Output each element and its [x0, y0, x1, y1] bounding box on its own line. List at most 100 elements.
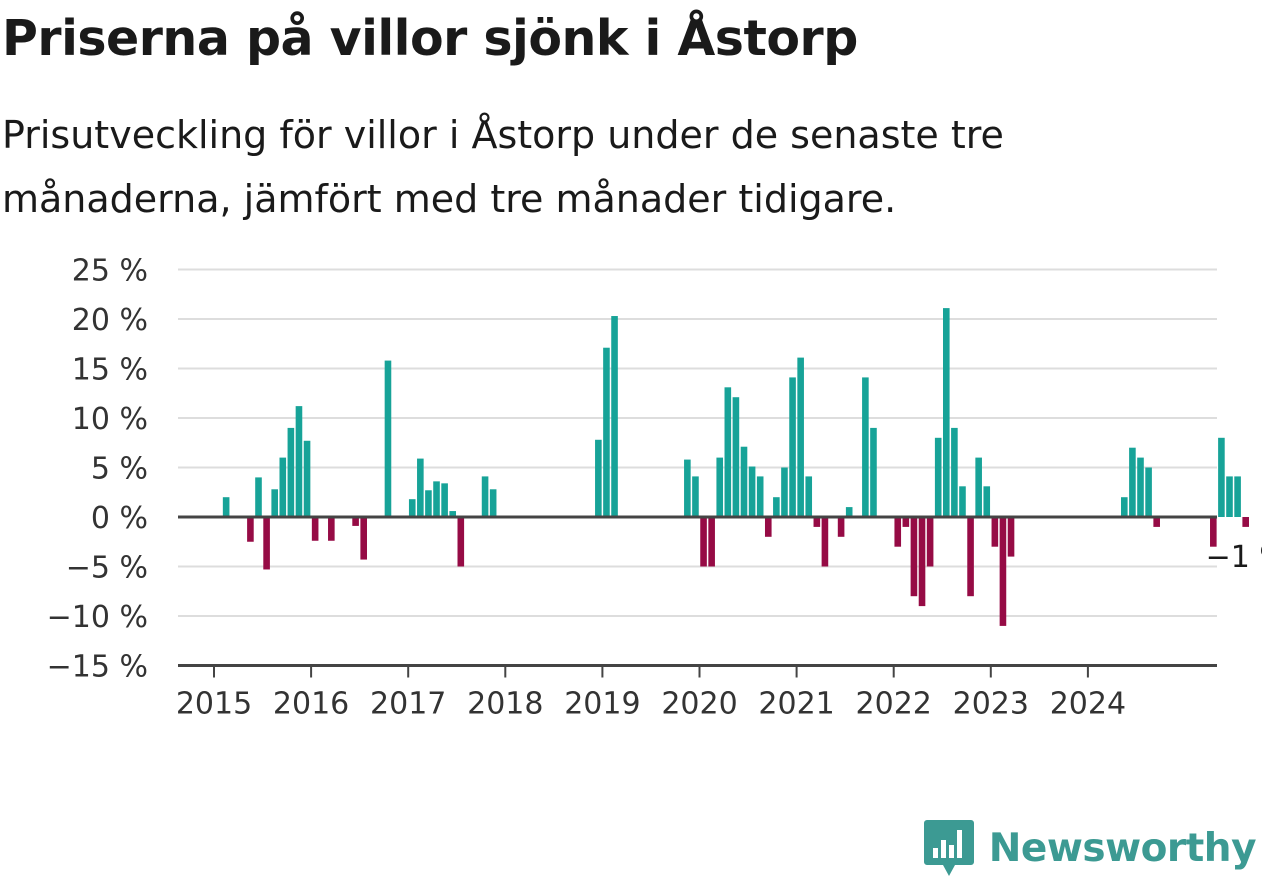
bar [870, 427, 877, 517]
bar [975, 457, 982, 517]
bar [295, 406, 303, 517]
y-tick-label: 20 % [72, 303, 148, 338]
y-tick-label: −10 % [47, 600, 148, 635]
chart-title: Priserna på villor sjönk i Åstorp [2, 10, 858, 67]
x-tick-label: 2019 [564, 687, 640, 722]
bar [271, 489, 278, 517]
bar [894, 517, 902, 547]
bar [611, 316, 618, 517]
bar [441, 483, 448, 517]
bar [797, 357, 804, 517]
bar [1121, 497, 1128, 517]
newsworthy-logo: Newsworthy [923, 818, 1257, 878]
bar [255, 477, 262, 517]
bar [991, 517, 999, 547]
bar [360, 517, 367, 560]
y-tick-label: 10 % [72, 402, 148, 437]
bar [999, 517, 1007, 626]
bar [983, 486, 991, 517]
x-tick-label: 2020 [661, 687, 737, 722]
bar [222, 497, 230, 517]
bar [805, 476, 813, 517]
y-tick-label: −15 % [47, 650, 148, 685]
bar [700, 517, 707, 567]
bar [287, 427, 295, 517]
newsworthy-logo-text: Newsworthy [988, 825, 1257, 871]
bar [813, 517, 821, 527]
bar [692, 476, 699, 517]
x-tick-label: 2024 [1050, 687, 1126, 722]
grid-lines [178, 268, 1217, 617]
bar [247, 517, 254, 542]
bar [303, 440, 311, 517]
x-axis-labels: 2015 2016 2017 2018 2019 2020 2021 2022 2023 2024 [176, 687, 1126, 722]
bar [943, 308, 950, 517]
bar [684, 459, 691, 517]
bar [951, 427, 958, 517]
y-tick-label: 0 % [91, 501, 148, 536]
bar-chart: 25 % 20 % 15 % 10 % 5 % 0 % −5 % −10 % −15 % 201… [47, 254, 1262, 722]
bar [417, 458, 424, 517]
y-tick-label: 15 % [72, 353, 148, 388]
bar [1137, 457, 1144, 517]
bar [1210, 517, 1217, 547]
x-tick-label: 2017 [370, 687, 446, 722]
bar [1242, 517, 1249, 527]
bar [845, 507, 853, 517]
bar [425, 490, 432, 517]
bar [408, 499, 416, 517]
bar [384, 360, 392, 517]
bar [967, 517, 974, 597]
bar [311, 517, 319, 541]
bars [222, 308, 1249, 626]
bar [918, 517, 926, 607]
last-value-annotation: −1 % [1206, 540, 1262, 575]
bar [716, 457, 724, 517]
bar [732, 397, 740, 517]
bar [708, 517, 715, 567]
bar [1145, 467, 1152, 517]
bar [279, 457, 287, 517]
bar [862, 377, 869, 517]
bar [328, 517, 335, 541]
bar [457, 517, 465, 567]
bar [489, 489, 497, 517]
bar [1218, 437, 1225, 517]
bar [748, 466, 756, 517]
bar [449, 511, 456, 517]
bar [595, 439, 602, 517]
bar [959, 486, 966, 517]
bar [789, 377, 796, 517]
bar [934, 437, 942, 517]
bar [481, 476, 489, 517]
x-tick-label: 2022 [856, 687, 932, 722]
bar [821, 517, 829, 567]
bar [756, 476, 764, 517]
bar [837, 517, 845, 537]
x-tick-label: 2023 [953, 687, 1029, 722]
x-tick-label: 2018 [467, 687, 543, 722]
bar [740, 446, 748, 517]
bar [781, 467, 788, 517]
bar [433, 481, 440, 517]
bar [724, 387, 732, 517]
chart-subtitle: Prisutveckling för villor i Åstorp under… [2, 113, 1004, 221]
bar [1226, 476, 1233, 517]
bar [263, 517, 270, 570]
y-tick-label: 5 % [91, 452, 148, 487]
bar [1153, 517, 1160, 527]
bar [1007, 517, 1015, 557]
bar [926, 517, 934, 567]
bar [1234, 476, 1241, 517]
x-tick-label: 2015 [176, 687, 252, 722]
bar [1129, 447, 1136, 517]
bar [902, 517, 910, 527]
x-tick-label: 2016 [273, 687, 349, 722]
bar [764, 517, 772, 537]
bar [773, 497, 780, 517]
y-tick-label: −5 % [66, 551, 148, 586]
bar [352, 517, 359, 526]
x-tick-label: 2021 [758, 687, 834, 722]
axes [178, 515, 1217, 678]
bar [603, 347, 610, 517]
